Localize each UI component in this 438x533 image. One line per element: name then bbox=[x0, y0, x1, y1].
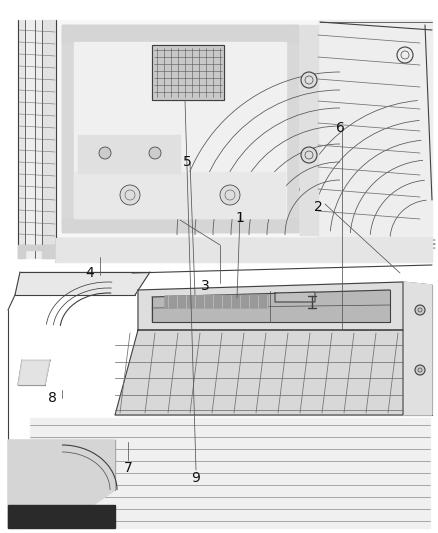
Polygon shape bbox=[42, 20, 56, 258]
Polygon shape bbox=[56, 20, 430, 258]
Polygon shape bbox=[18, 20, 25, 258]
Polygon shape bbox=[30, 418, 430, 528]
Text: 7: 7 bbox=[124, 461, 132, 475]
Polygon shape bbox=[152, 290, 390, 322]
Polygon shape bbox=[62, 25, 298, 42]
Text: 2: 2 bbox=[314, 200, 322, 214]
Polygon shape bbox=[8, 505, 115, 528]
Circle shape bbox=[397, 47, 413, 63]
Circle shape bbox=[99, 147, 111, 159]
Circle shape bbox=[415, 305, 425, 315]
Circle shape bbox=[220, 185, 240, 205]
Circle shape bbox=[301, 147, 317, 163]
Polygon shape bbox=[78, 135, 180, 173]
Text: 9: 9 bbox=[191, 471, 201, 485]
Bar bbox=[152, 45, 224, 100]
Polygon shape bbox=[15, 272, 150, 295]
Polygon shape bbox=[115, 330, 403, 415]
Polygon shape bbox=[25, 20, 42, 258]
Text: 8: 8 bbox=[48, 391, 57, 405]
Polygon shape bbox=[74, 172, 285, 218]
Polygon shape bbox=[403, 282, 432, 415]
Polygon shape bbox=[275, 292, 315, 302]
Text: 4: 4 bbox=[85, 266, 94, 280]
Text: 5: 5 bbox=[183, 155, 191, 169]
Circle shape bbox=[149, 147, 161, 159]
Polygon shape bbox=[18, 360, 50, 385]
Polygon shape bbox=[62, 25, 74, 230]
Text: 6: 6 bbox=[336, 121, 344, 135]
Polygon shape bbox=[152, 45, 224, 100]
Polygon shape bbox=[165, 295, 268, 308]
Polygon shape bbox=[286, 25, 298, 230]
Text: 1: 1 bbox=[236, 211, 244, 225]
Polygon shape bbox=[62, 218, 298, 232]
Circle shape bbox=[301, 72, 317, 88]
Polygon shape bbox=[138, 282, 403, 330]
Polygon shape bbox=[74, 42, 286, 218]
Polygon shape bbox=[56, 238, 432, 262]
Circle shape bbox=[415, 365, 425, 375]
Polygon shape bbox=[8, 440, 115, 528]
Polygon shape bbox=[18, 245, 56, 258]
Polygon shape bbox=[5, 270, 432, 528]
Text: 3: 3 bbox=[201, 279, 209, 293]
Polygon shape bbox=[300, 25, 318, 235]
Polygon shape bbox=[5, 12, 432, 265]
Circle shape bbox=[120, 185, 140, 205]
Polygon shape bbox=[318, 20, 432, 238]
